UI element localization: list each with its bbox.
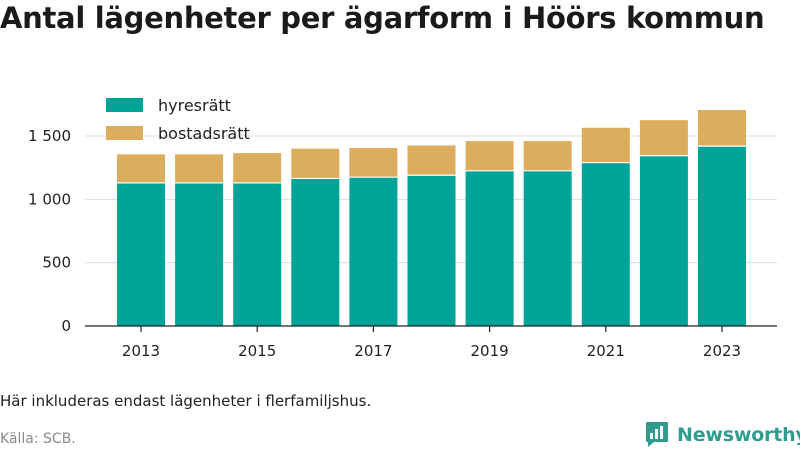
legend-label-bostadsrätt: bostadsrätt (158, 124, 250, 143)
x-axis-tick-labels: 2013 2015 2017 2019 2021 2023 (122, 326, 741, 360)
bar-bostadsrätt-2017 (349, 148, 398, 178)
legend-swatch-bostadsrätt (106, 126, 143, 140)
y-tick-label: 0 (61, 317, 71, 335)
x-tick-label: 2015 (238, 342, 276, 360)
legend-swatch-hyresrätt (106, 98, 143, 112)
y-tick-label: 1 000 (28, 190, 71, 208)
chart-note: Här inkluderas endast lägenheter i flerf… (0, 392, 372, 410)
x-tick-label: 2023 (703, 342, 741, 360)
bar-hyresrätt-2016 (291, 178, 340, 326)
chart-title: Antal lägenheter per ägarform i Höörs ko… (0, 1, 765, 35)
bar-hyresrätt-2022 (639, 155, 688, 326)
bar-hyresrätt-2013 (117, 182, 165, 326)
x-tick-label: 2019 (471, 342, 509, 360)
bar-bostadsrätt-2023 (698, 110, 746, 147)
bar-bostadsrätt-2021 (581, 127, 630, 163)
bar-bostadsrätt-2018 (407, 145, 456, 176)
bar-hyresrätt-2021 (581, 162, 630, 326)
source-text: Källa: SCB. (0, 431, 76, 447)
bar-bostadsrätt-2014 (175, 154, 224, 183)
brand-name: Newsworthy (677, 423, 800, 446)
bar-hyresrätt-2020 (523, 170, 572, 326)
bar-bostadsrätt-2019 (465, 141, 514, 171)
bar-bostadsrätt-2022 (639, 120, 688, 156)
bar-hyresrätt-2014 (175, 182, 224, 326)
y-axis-tick-labels: 0 500 1 000 1 500 (28, 127, 71, 335)
bar-hyresrätt-2019 (465, 170, 514, 326)
bar-hyresrätt-2018 (407, 175, 456, 326)
bar-bostadsrätt-2013 (117, 154, 165, 183)
bar-hyresrätt-2017 (349, 177, 398, 326)
x-tick-label: 2017 (354, 342, 392, 360)
bar-bostadsrätt-2015 (233, 153, 282, 183)
bar-bostadsrätt-2020 (523, 141, 572, 171)
legend: hyresrätt bostadsrätt (106, 96, 250, 143)
x-tick-label: 2013 (122, 342, 160, 360)
y-tick-label: 1 500 (28, 127, 71, 145)
bar-hyresrätt-2023 (698, 146, 746, 326)
bars (117, 110, 746, 326)
x-tick-label: 2021 (587, 342, 625, 360)
newsworthy-logo: Newsworthy (645, 421, 800, 448)
legend-label-hyresrätt: hyresrätt (158, 96, 231, 115)
newsworthy-chart-bubble-icon (646, 422, 668, 447)
bar-bostadsrätt-2016 (291, 148, 340, 179)
y-tick-label: 500 (42, 254, 71, 272)
bar-hyresrätt-2015 (233, 182, 282, 326)
